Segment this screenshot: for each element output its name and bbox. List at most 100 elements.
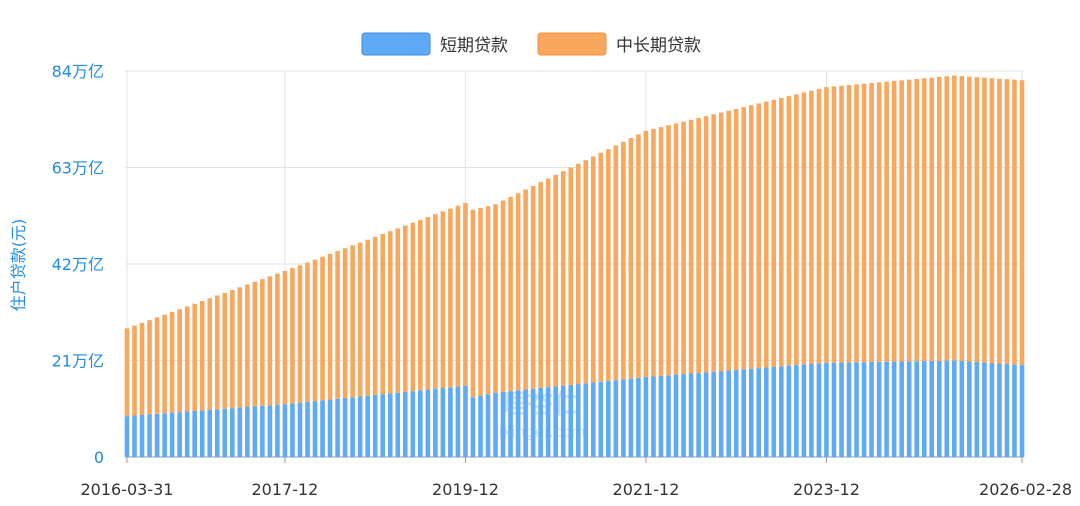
bar-short bbox=[275, 404, 280, 457]
bar-long bbox=[147, 320, 152, 415]
bar-short bbox=[440, 388, 446, 457]
bar-short bbox=[508, 391, 513, 457]
bar-short bbox=[523, 389, 528, 457]
bar-long bbox=[748, 105, 754, 369]
bar-long bbox=[568, 167, 574, 385]
bar-long bbox=[884, 81, 889, 362]
bar-short bbox=[771, 366, 777, 457]
legend[interactable]: 短期贷款 中长期贷款 bbox=[361, 32, 701, 56]
bar-long bbox=[305, 262, 310, 402]
bar-long bbox=[365, 239, 370, 396]
bar-long bbox=[816, 88, 822, 364]
bar-short bbox=[380, 394, 386, 457]
legend-label-short[interactable]: 短期贷款 bbox=[440, 36, 508, 56]
bar-short bbox=[906, 361, 912, 457]
bar-long bbox=[515, 193, 521, 391]
bar-short bbox=[899, 361, 904, 457]
bar-long bbox=[380, 234, 386, 395]
bar-short bbox=[718, 371, 724, 457]
x-tick-label: 2017-12 bbox=[252, 480, 319, 499]
bar-long bbox=[786, 96, 792, 366]
bar-short bbox=[357, 396, 363, 457]
bar-short bbox=[733, 369, 739, 457]
bar-long bbox=[703, 116, 709, 373]
bar-long bbox=[921, 78, 927, 362]
x-tick-label: 2021-12 bbox=[613, 480, 680, 499]
bar-long bbox=[290, 268, 295, 404]
bar-short bbox=[245, 406, 250, 457]
bar-short bbox=[591, 382, 596, 457]
bar-short bbox=[884, 361, 889, 457]
bar-short bbox=[1012, 364, 1017, 457]
x-tick-label: 2023-12 bbox=[793, 480, 860, 499]
bar-short bbox=[703, 372, 709, 457]
bar-short bbox=[410, 391, 416, 457]
bar-short bbox=[372, 394, 378, 457]
bar-short bbox=[621, 379, 626, 457]
bar-long bbox=[846, 85, 852, 363]
bar-short bbox=[876, 361, 882, 457]
bar-short bbox=[779, 366, 784, 457]
bar-short bbox=[997, 363, 1002, 457]
bar-long bbox=[854, 84, 859, 363]
bar-long bbox=[260, 279, 265, 406]
bar-long bbox=[831, 86, 837, 363]
bar-short bbox=[1004, 364, 1010, 457]
bar-long bbox=[839, 85, 844, 363]
bar-long bbox=[229, 290, 235, 409]
bar-short bbox=[891, 361, 897, 457]
bar-short bbox=[538, 387, 543, 457]
bar-short bbox=[297, 402, 303, 457]
bar-long bbox=[794, 94, 799, 366]
bar-long bbox=[222, 292, 228, 409]
bar-short bbox=[982, 362, 987, 457]
bar-short bbox=[869, 361, 874, 457]
bar-long bbox=[681, 121, 686, 375]
bar-short bbox=[741, 369, 747, 457]
bar-short bbox=[448, 387, 453, 457]
bar-short bbox=[974, 362, 980, 457]
bar-long bbox=[688, 119, 694, 374]
bar-long bbox=[327, 253, 333, 400]
bar-long bbox=[132, 325, 137, 416]
bar-long bbox=[756, 103, 762, 369]
bar-short bbox=[387, 393, 393, 457]
bar-short bbox=[560, 385, 566, 457]
legend-label-long[interactable]: 中长期贷款 bbox=[616, 36, 701, 56]
bar-long bbox=[275, 273, 280, 405]
bar-long bbox=[643, 130, 649, 378]
bar-long bbox=[139, 322, 145, 415]
bar-long bbox=[418, 219, 423, 391]
legend-swatch-long[interactable] bbox=[537, 32, 607, 56]
bar-long bbox=[906, 79, 912, 362]
bar-short bbox=[794, 365, 799, 457]
legend-swatch-short[interactable] bbox=[361, 32, 431, 56]
bar-long bbox=[560, 171, 566, 386]
bar-long bbox=[741, 107, 747, 370]
bar-long bbox=[387, 231, 393, 394]
bar-short bbox=[816, 363, 822, 457]
bar-short bbox=[320, 400, 325, 457]
bar-short bbox=[861, 362, 867, 457]
bar-short bbox=[222, 408, 228, 457]
bar-long bbox=[350, 245, 355, 398]
bar-long bbox=[899, 80, 904, 362]
bar-long bbox=[575, 163, 581, 385]
bar-long bbox=[245, 284, 250, 407]
bar-short bbox=[809, 363, 814, 457]
bar-long bbox=[342, 248, 348, 399]
bar-short bbox=[132, 415, 137, 457]
bar-long bbox=[478, 207, 483, 396]
bar-short bbox=[267, 405, 273, 457]
bar-short bbox=[162, 413, 167, 457]
bar-short bbox=[854, 362, 859, 457]
x-tick-label: 2026-02-28 bbox=[979, 480, 1072, 499]
bar-long bbox=[184, 306, 190, 412]
bar-short bbox=[493, 392, 498, 457]
bar-short bbox=[921, 361, 927, 457]
bar-long bbox=[485, 206, 491, 395]
bar-long bbox=[779, 97, 784, 367]
bar-long bbox=[936, 76, 942, 361]
bar-short bbox=[959, 361, 965, 457]
